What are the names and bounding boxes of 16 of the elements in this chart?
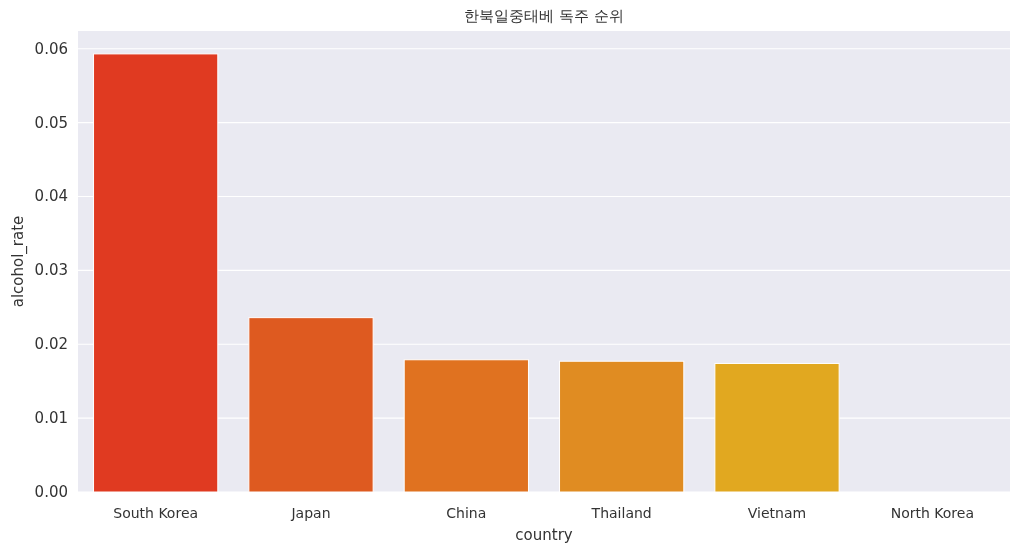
y-tick-label: 0.04 <box>34 187 68 206</box>
y-tick-label: 0.06 <box>34 39 68 58</box>
x-tick-label: North Korea <box>890 505 974 521</box>
y-tick-label: 0.05 <box>34 113 68 132</box>
x-tick-label: Vietnam <box>747 505 807 521</box>
y-tick-label: 0.00 <box>34 483 68 501</box>
x-tick-label: Thailand <box>590 505 652 521</box>
y-axis-title: alcohol_rate <box>9 215 28 308</box>
x-tick-label: South Korea <box>113 505 199 521</box>
y-tick-label: 0.01 <box>34 409 68 428</box>
x-tick-label: China <box>446 505 487 521</box>
chart-title: 한북일중태베 독주 순위 <box>464 7 624 25</box>
y-tick-label: 0.03 <box>34 261 68 280</box>
x-axis-title: country <box>515 526 573 544</box>
y-tick-label: 0.02 <box>34 335 68 354</box>
x-tick-label: Japan <box>290 505 331 521</box>
